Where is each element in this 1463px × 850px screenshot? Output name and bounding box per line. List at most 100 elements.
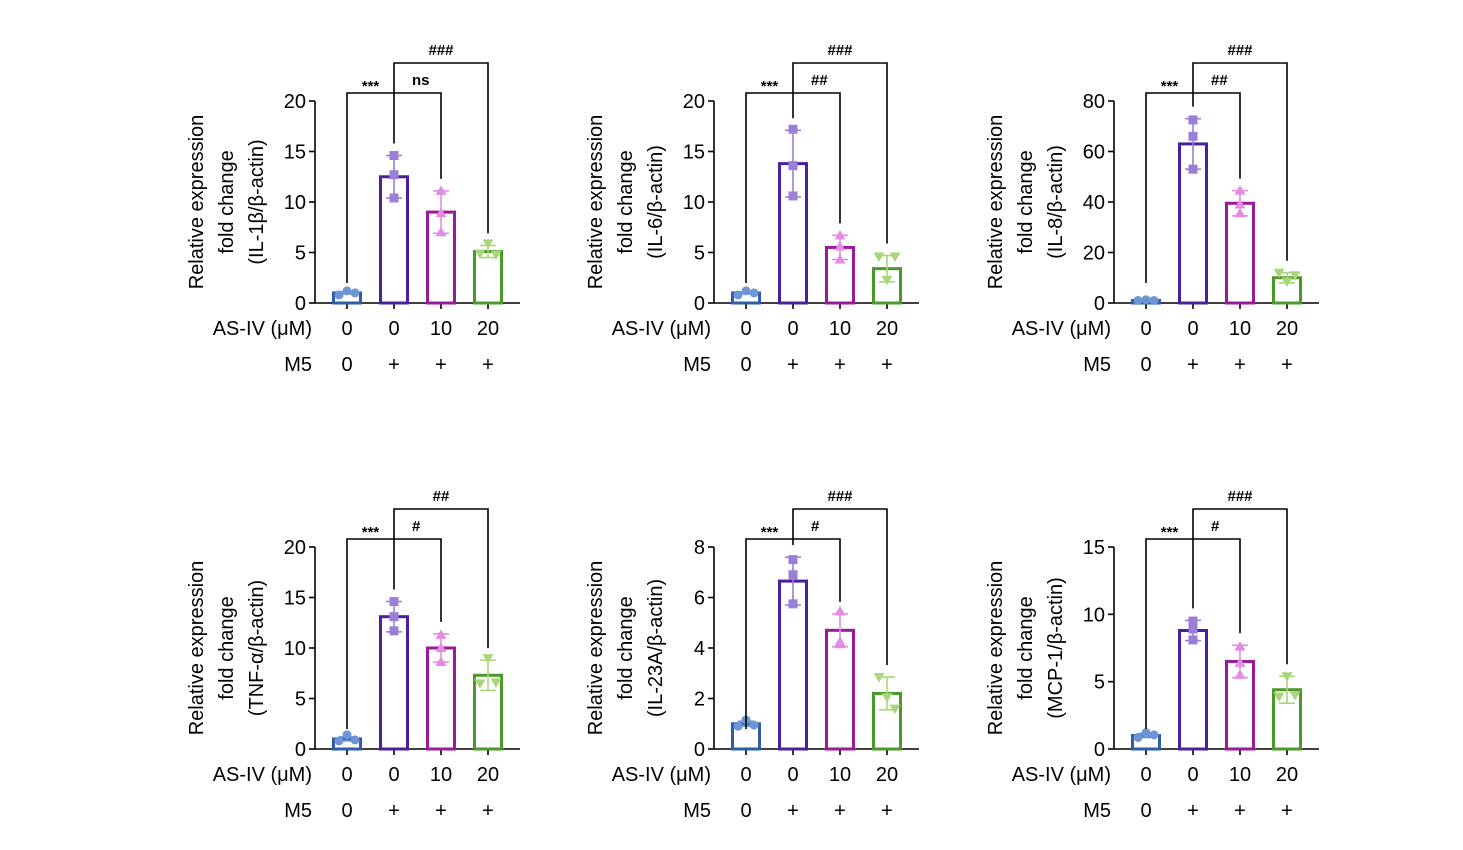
- chart-panel-2: 0 5 10 15 20 Relative expression fold change (I…: [585, 42, 919, 376]
- x-tick-label-m5: +: [388, 800, 400, 822]
- data-point: [889, 252, 901, 263]
- data-point: [389, 626, 399, 636]
- data-point: [389, 193, 399, 203]
- data-point: [788, 599, 798, 609]
- x-tick-label-as-iv: 0: [1187, 318, 1198, 340]
- y-tick-label: 10: [284, 192, 306, 214]
- y-axis-label: Relative expression: [585, 115, 607, 290]
- data-point: [490, 250, 502, 261]
- x-tick-label-m5: 0: [1140, 800, 1151, 822]
- y-tick-label: 0: [694, 739, 705, 761]
- row-label-as-iv: AS-IV (μM): [213, 318, 312, 340]
- x-tick-label-m5: +: [1234, 354, 1246, 376]
- bar: [473, 249, 503, 305]
- x-tick-label-as-iv: 0: [740, 318, 751, 340]
- y-tick-label: 6: [694, 588, 705, 610]
- y-axis-label: fold change: [615, 596, 637, 699]
- chart-panel-6: 0 5 10 15 Relative expression fold change (MCP…: [985, 488, 1319, 822]
- data-point: [788, 161, 798, 171]
- data-point: [350, 288, 360, 298]
- row-label-m5: M5: [683, 354, 711, 376]
- significance-label: ##: [433, 488, 450, 505]
- x-tick-label-m5: +: [834, 800, 846, 822]
- data-point: [389, 612, 399, 622]
- significance-bracket: [393, 508, 489, 649]
- data-point: [1149, 730, 1159, 740]
- x-tick-label-as-iv: 0: [388, 318, 399, 340]
- x-tick-label-as-iv: 0: [1140, 318, 1151, 340]
- x-tick-label-m5: +: [834, 354, 846, 376]
- data-point: [788, 124, 798, 134]
- data-point: [342, 286, 352, 296]
- data-point: [1188, 635, 1198, 645]
- x-tick-label-as-iv: 20: [477, 764, 499, 786]
- data-point: [889, 704, 901, 715]
- x-tick-label-as-iv: 0: [341, 318, 352, 340]
- significance-label: ###: [428, 42, 454, 59]
- row-label-m5: M5: [284, 354, 312, 376]
- data-point: [490, 678, 502, 688]
- x-tick-label-as-iv: 0: [787, 318, 798, 340]
- significance-label: ##: [1211, 72, 1228, 89]
- x-tick-label-as-iv: 0: [1187, 764, 1198, 786]
- data-point: [1188, 115, 1198, 125]
- x-tick-label-m5: 0: [740, 354, 751, 376]
- y-axis-label: fold change: [1015, 150, 1037, 253]
- row-label-as-iv: AS-IV (μM): [612, 318, 711, 340]
- significance-bracket: [1192, 62, 1288, 261]
- y-tick-label: 15: [1083, 537, 1105, 559]
- row-label-as-iv: AS-IV (μM): [213, 764, 312, 786]
- y-tick-label: 10: [284, 638, 306, 660]
- x-tick-label-m5: +: [435, 800, 447, 822]
- x-tick-label-as-iv: 20: [1276, 764, 1298, 786]
- x-tick-label-as-iv: 20: [876, 318, 898, 340]
- data-point: [435, 629, 447, 639]
- data-point: [788, 555, 798, 565]
- data-point: [749, 720, 759, 730]
- data-point: [1188, 624, 1198, 634]
- significance-label: #: [811, 518, 820, 535]
- significance-label: #: [1211, 518, 1220, 535]
- y-axis-label: fold change: [216, 596, 238, 699]
- y-tick-label: 0: [295, 293, 306, 315]
- data-point: [1234, 641, 1246, 651]
- data-point: [435, 226, 447, 237]
- row-label-as-iv: AS-IV (μM): [612, 764, 711, 786]
- data-point: [1133, 295, 1143, 305]
- data-point: [788, 191, 798, 201]
- y-axis-label: fold change: [216, 150, 238, 253]
- significance-label: #: [412, 518, 421, 535]
- x-tick-label-m5: +: [881, 354, 893, 376]
- data-point: [788, 570, 798, 580]
- significance-label: ***: [761, 78, 779, 95]
- significance-label: ###: [1227, 488, 1253, 505]
- data-point: [350, 735, 360, 745]
- data-point: [733, 721, 743, 731]
- y-tick-label: 0: [694, 293, 705, 315]
- x-tick-label-m5: +: [1234, 800, 1246, 822]
- data-point: [1149, 295, 1159, 305]
- significance-label: ns: [412, 72, 430, 89]
- y-axis-label: (IL-6/β-actin): [645, 145, 667, 259]
- y-axis-label: fold change: [1015, 596, 1037, 699]
- x-tick-label-as-iv: 20: [477, 318, 499, 340]
- y-axis-label: (MCP-1/β-actin): [1045, 577, 1067, 719]
- data-point: [1141, 728, 1151, 738]
- data-point: [834, 636, 846, 646]
- significance-label: ***: [362, 524, 380, 541]
- y-tick-label: 20: [284, 91, 306, 113]
- y-tick-label: 5: [295, 243, 306, 265]
- x-tick-label-as-iv: 0: [341, 764, 352, 786]
- bar: [1225, 201, 1255, 305]
- data-point: [389, 170, 399, 180]
- data-point: [334, 290, 344, 300]
- x-tick-label-m5: 0: [1140, 354, 1151, 376]
- y-axis-label: (IL-23A/β-actin): [645, 579, 667, 717]
- data-point: [834, 229, 846, 240]
- y-tick-label: 0: [1094, 739, 1105, 761]
- y-tick-label: 20: [284, 537, 306, 559]
- x-tick-label-as-iv: 10: [1229, 764, 1251, 786]
- x-tick-label-as-iv: 0: [1140, 764, 1151, 786]
- data-point: [881, 693, 893, 703]
- significance-label: ###: [827, 42, 853, 59]
